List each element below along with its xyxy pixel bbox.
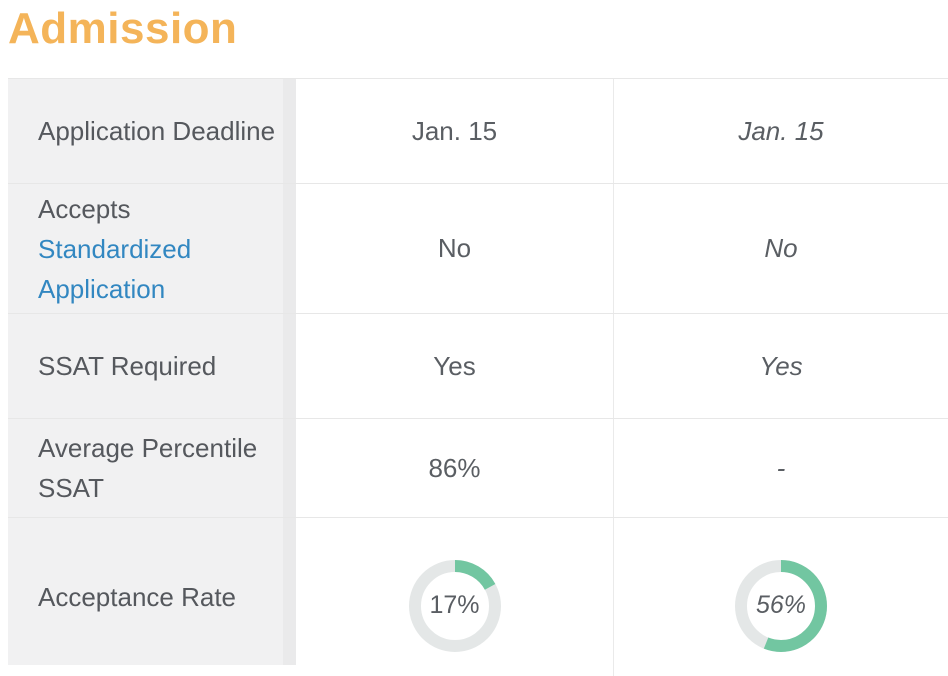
row-label-cell: SSAT Required <box>8 314 296 418</box>
cell-value: Jan. 15 <box>411 115 498 146</box>
section-header: Admission <box>0 0 948 78</box>
cell-value: No <box>437 233 472 263</box>
school1-value-cell: No <box>296 184 613 313</box>
label-column-background <box>8 79 283 665</box>
row-label: Average Percentile SSAT <box>38 433 258 503</box>
donut-progress-arc <box>408 559 501 652</box>
school2-value-cell: - <box>613 419 948 517</box>
row-label: Application Deadline <box>38 116 276 146</box>
school2-value-cell: Jan. 15 <box>613 79 948 183</box>
row-label-cell: Acceptance Rate <box>8 518 296 676</box>
label-column-edge-strip <box>283 79 296 665</box>
row-label-cell: Accepts Standardized Application <box>8 184 296 313</box>
row-label: Acceptance Rate <box>38 582 237 612</box>
cell-value: 86% <box>428 452 481 483</box>
table-row-ssat-required: SSAT Required Yes Yes <box>8 313 948 418</box>
cell-value: Jan. 15 <box>738 115 824 146</box>
school2-value-cell: No <box>613 184 948 313</box>
admission-comparison-table: Application Deadline Jan. 15 Jan. 15 Acc… <box>8 78 948 676</box>
cell-value: No <box>764 233 798 263</box>
table-row-average-percentile-ssat: Average Percentile SSAT 86% - <box>8 418 948 517</box>
cell-value: Yes <box>759 350 803 381</box>
donut-percentage-label: 56% <box>755 591 807 619</box>
table-row-accepts-standardized-application: Accepts Standardized Application No No <box>8 183 948 313</box>
school1-value-cell: 17% <box>296 518 613 676</box>
donut-percentage-label: 17% <box>429 591 480 619</box>
school1-value-cell: Jan. 15 <box>296 79 613 183</box>
acceptance-rate-donut-chart: 17% <box>408 559 501 652</box>
cell-value: Yes <box>433 350 476 381</box>
row-label-cell: Average Percentile SSAT <box>8 419 296 517</box>
acceptance-rate-donut-chart: 56% <box>735 559 827 652</box>
row-label: SSAT Required <box>38 351 217 381</box>
cell-value: - <box>776 452 786 483</box>
school1-value-cell: Yes <box>296 314 613 418</box>
school1-value-cell: 86% <box>296 419 613 517</box>
school2-value-cell: Yes <box>613 314 948 418</box>
row-label: Accepts Standardized Application <box>38 189 286 309</box>
row-label-prefix: Accepts <box>38 193 131 224</box>
table-row-application-deadline: Application Deadline Jan. 15 Jan. 15 <box>8 79 948 183</box>
school2-value-cell: 56% <box>613 518 948 676</box>
table-row-acceptance-rate: Acceptance Rate 17% 56% <box>8 517 948 676</box>
donut-progress-arc <box>735 559 827 652</box>
donut-svg <box>735 559 827 652</box>
row-label-cell: Application Deadline <box>8 79 296 183</box>
donut-svg <box>408 559 501 652</box>
section-title: Admission <box>8 4 238 53</box>
standardized-application-link[interactable]: Standardized Application <box>38 233 192 304</box>
